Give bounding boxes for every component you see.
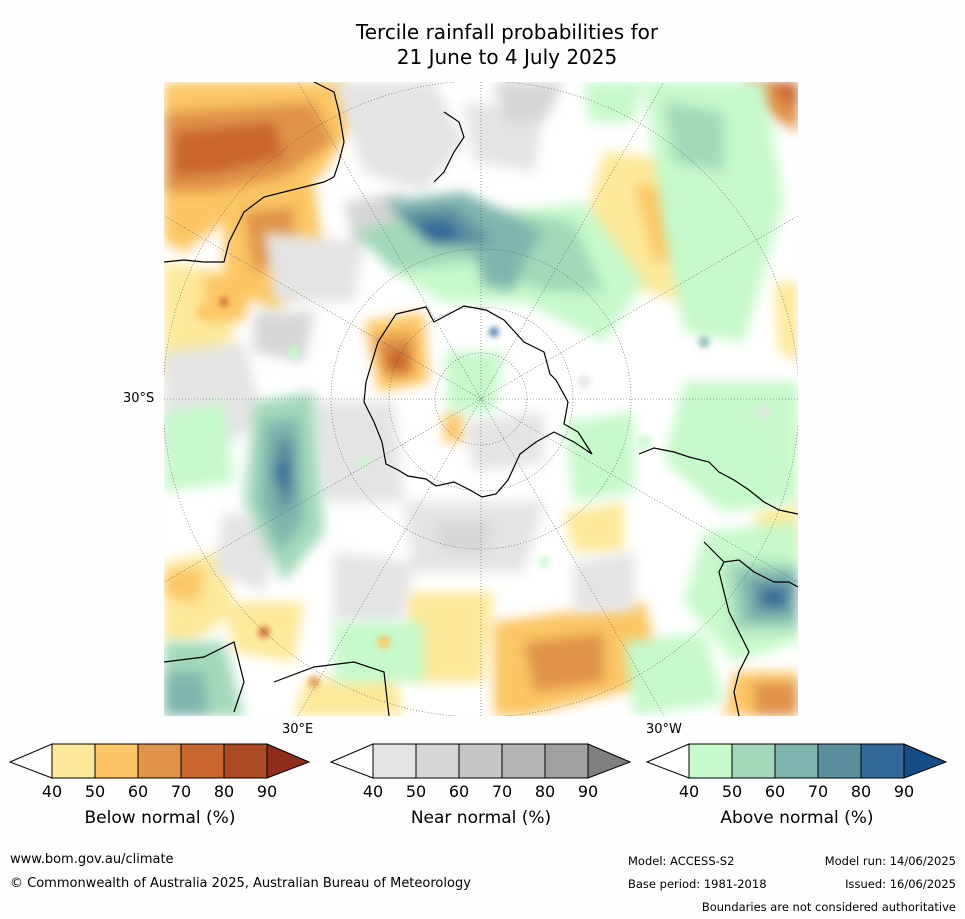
cbar2-seg-1 — [372, 743, 417, 779]
cbar2-min-triangle — [329, 743, 374, 779]
above-normal-colorbar — [645, 743, 948, 779]
cbar2-max-triangle — [587, 743, 632, 779]
cbar1-seg-5 — [223, 743, 268, 779]
cbar1-seg-1 — [51, 743, 96, 779]
graticule — [164, 82, 798, 716]
cbar1-min-triangle — [8, 743, 53, 779]
new-zealand-coastline — [433, 111, 465, 183]
near-normal-ticks: 40 50 60 70 80 90 — [329, 782, 629, 802]
cbar3-min-triangle — [645, 743, 690, 779]
title-line-1: Tercile rainfall probabilities for — [355, 20, 659, 44]
copyright-text: © Commonwealth of Australia 2025, Austra… — [10, 876, 471, 891]
cbar3-seg-2 — [731, 743, 776, 779]
cbar1-tick: 80 — [213, 782, 235, 801]
below-normal-ticks: 40 50 60 70 80 90 — [8, 782, 308, 802]
cbar2-tick: 50 — [405, 782, 427, 801]
map-speckle — [196, 297, 771, 688]
cbar3-seg-4 — [817, 743, 862, 779]
cbar1-seg-3 — [137, 743, 182, 779]
cbar3-tick: 40 — [678, 782, 700, 801]
longitude-label-west: 30°W — [646, 722, 682, 737]
cbar2-seg-2 — [415, 743, 460, 779]
cbar1-tick: 50 — [84, 782, 106, 801]
rainfall-probability-map — [164, 82, 798, 716]
base-period-text: Base period: 1981-2018 — [628, 877, 767, 891]
map-title: Tercile rainfall probabilities for 21 Ju… — [0, 20, 965, 70]
cbar3-tick: 50 — [721, 782, 743, 801]
cbar2-seg-5 — [544, 743, 589, 779]
cbar3-tick: 70 — [807, 782, 829, 801]
cbar2-tick: 60 — [448, 782, 470, 801]
cbar1-tick: 90 — [256, 782, 278, 801]
cbar2-tick: 70 — [491, 782, 513, 801]
coastlines — [164, 82, 798, 716]
cbar3-tick: 60 — [764, 782, 786, 801]
above-normal-label: Above normal (%) — [720, 808, 874, 828]
near-normal-label: Near normal (%) — [410, 808, 552, 828]
title-line-2: 21 June to 4 July 2025 — [396, 45, 618, 69]
cbar2-seg-3 — [458, 743, 503, 779]
africa-coastline — [164, 641, 390, 716]
above-normal-regions — [164, 82, 798, 716]
cbar1-tick: 40 — [41, 782, 63, 801]
disclaimer-text: Boundaries are not considered authoritat… — [701, 900, 956, 914]
cbar2-tick: 40 — [362, 782, 384, 801]
above-normal-ticks: 40 50 60 70 80 90 — [645, 782, 945, 802]
australia-coastline — [164, 82, 345, 263]
website-link[interactable]: www.bom.gov.au/climate — [10, 852, 174, 867]
cbar1-seg-4 — [180, 743, 225, 779]
cbar1-tick: 60 — [127, 782, 149, 801]
longitude-label-east: 30°E — [282, 722, 314, 737]
cbar1-tick: 70 — [170, 782, 192, 801]
cbar2-tick: 80 — [534, 782, 556, 801]
below-normal-label: Below normal (%) — [84, 808, 236, 828]
issued-text: Issued: 16/06/2025 — [845, 877, 956, 891]
model-run-text: Model run: 14/06/2025 — [824, 854, 956, 868]
below-normal-colorbar — [8, 743, 311, 779]
near-normal-colorbar — [329, 743, 632, 779]
cbar3-tick: 90 — [893, 782, 915, 801]
cbar2-tick: 90 — [577, 782, 599, 801]
cbar3-seg-5 — [860, 743, 905, 779]
model-text: Model: ACCESS-S2 — [628, 854, 735, 868]
cbar3-seg-1 — [688, 743, 733, 779]
cbar3-max-triangle — [903, 743, 948, 779]
antarctica-coastline — [363, 305, 593, 498]
south-america-coastline — [638, 447, 798, 716]
cbar3-tick: 80 — [850, 782, 872, 801]
cbar1-max-triangle — [266, 743, 311, 779]
cbar2-seg-4 — [501, 743, 546, 779]
latitude-label: 30°S — [123, 391, 155, 406]
cbar3-seg-3 — [774, 743, 819, 779]
cbar1-seg-2 — [94, 743, 139, 779]
